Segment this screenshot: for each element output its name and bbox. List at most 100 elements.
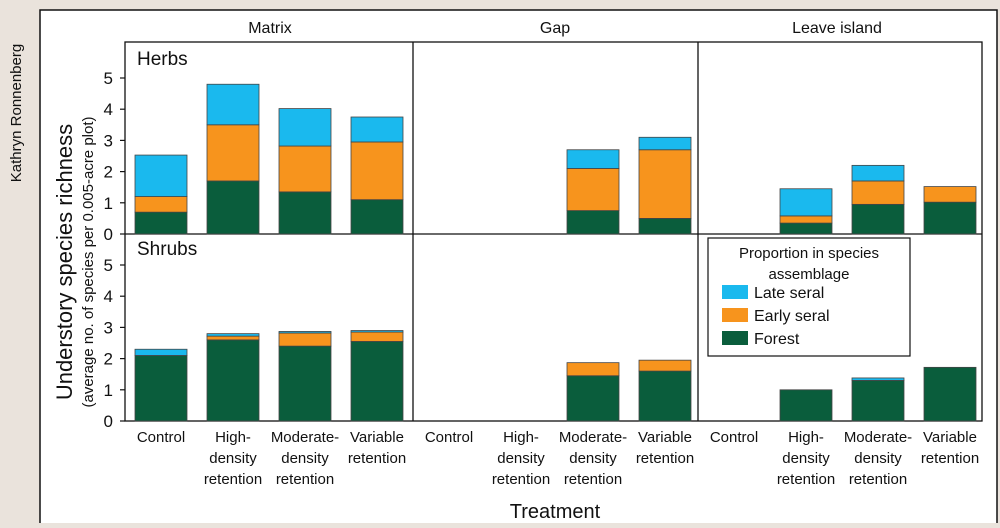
x-tick-label: retention [276, 471, 334, 488]
bar-segment-late-seral [206, 83, 260, 126]
bar-segment-forest [923, 201, 977, 235]
bar-segment-forest [134, 355, 188, 422]
x-tick-label: retention [921, 450, 979, 467]
bar-segment-forest [134, 211, 188, 235]
y-tick-label: 4 [104, 100, 113, 119]
y-tick-label: 1 [104, 381, 113, 400]
row-label-herbs: Herbs [137, 49, 188, 70]
row-label-shrubs: Shrubs [137, 239, 197, 260]
y-axis-subtitle: (average no. of species per 0.005-acre p… [80, 116, 97, 407]
x-tick-label: density [209, 450, 257, 467]
column-header-gap: Gap [540, 20, 570, 37]
bar-segment-forest [566, 375, 620, 422]
legend-title: Proportion in species [739, 245, 879, 262]
bar-segment-early-seral [206, 124, 260, 182]
x-tick-label: Control [710, 429, 758, 446]
x-tick-label: Variable [923, 429, 977, 446]
x-tick-label: retention [777, 471, 835, 488]
column-header-leave-island: Leave island [792, 20, 882, 37]
bar-segment-early-seral [350, 141, 404, 201]
x-tick-label: retention [348, 450, 406, 467]
y-tick-label: 0 [104, 225, 113, 244]
legend-swatch [722, 331, 748, 345]
x-tick-label: retention [849, 471, 907, 488]
x-tick-label: retention [564, 471, 622, 488]
bar-segment-forest [278, 191, 332, 235]
bar-segment-forest [638, 217, 692, 235]
y-axis-title: Understory species richness [52, 124, 77, 400]
legend-swatch [722, 285, 748, 299]
legend-label: Late seral [754, 285, 824, 302]
x-tick-label: Moderate- [559, 429, 627, 446]
bar-segment-late-seral [851, 164, 905, 182]
x-tick-label: retention [636, 450, 694, 467]
legend-label: Early seral [754, 308, 830, 325]
bar-segment-late-seral [638, 136, 692, 151]
bar-segment-forest [278, 345, 332, 422]
legend-label: Forest [754, 331, 800, 348]
bar-segment-early-seral [638, 359, 692, 372]
y-tick-label: 3 [104, 131, 113, 150]
panel-frame [124, 41, 983, 422]
bar-segment-early-seral [638, 149, 692, 219]
bar-segment-forest [851, 203, 905, 235]
bar-segment-early-seral [566, 168, 620, 211]
bar-segment-forest [779, 222, 833, 235]
bar-segment-late-seral [851, 377, 905, 381]
y-tick-label: 0 [104, 412, 113, 431]
x-tick-label: density [281, 450, 329, 467]
bar-segment-late-seral [206, 333, 260, 337]
bar-segment-forest [779, 389, 833, 422]
plot-area: Herbs Shrubs 0 1 2 3 4 5 0 1 2 3 4 5 Control High-densi… [104, 41, 983, 488]
y-tick-label: 2 [104, 163, 113, 182]
bar-segment-late-seral [134, 154, 188, 197]
legend-swatch [722, 308, 748, 322]
x-tick-label: Variable [638, 429, 692, 446]
x-tick-label: density [782, 450, 830, 467]
bar-segment-early-seral [350, 331, 404, 342]
bar-segment-early-seral [851, 180, 905, 205]
x-tick-label: Control [137, 429, 185, 446]
x-tick-label: density [569, 450, 617, 467]
x-tick-label: retention [492, 471, 550, 488]
bar-segment-forest [350, 199, 404, 235]
bar-segment-early-seral [923, 186, 977, 203]
x-tick-label: density [854, 450, 902, 467]
x-tick-label: Variable [350, 429, 404, 446]
y-tick-label: 5 [104, 256, 113, 275]
x-tick-label: Moderate- [844, 429, 912, 446]
bar-segment-early-seral [134, 196, 188, 213]
bar-segment-early-seral [779, 215, 833, 224]
bar-segment-late-seral [350, 116, 404, 143]
bar-segment-forest [851, 380, 905, 422]
photo-credit: Kathryn Ronnenberg [8, 44, 25, 182]
bar-segment-forest [206, 339, 260, 422]
bar-segment-forest [923, 366, 977, 422]
bar-segment-early-seral [566, 362, 620, 377]
bar-segment-early-seral [278, 145, 332, 193]
bar-segment-early-seral [206, 335, 260, 341]
y-tick-label: 2 [104, 350, 113, 369]
column-header-matrix: Matrix [248, 20, 292, 37]
x-tick-label: High- [788, 429, 824, 446]
x-tick-label: High- [503, 429, 539, 446]
y-tick-label: 3 [104, 318, 113, 337]
legend-title: assemblage [769, 266, 850, 283]
x-tick-label: retention [204, 471, 262, 488]
x-tick-label: High- [215, 429, 251, 446]
bar-segment-late-seral [779, 188, 833, 217]
x-tick-label: Control [425, 429, 473, 446]
bar-segment-forest [350, 341, 404, 422]
bar-segment-forest [638, 370, 692, 422]
bar-segment-late-seral [566, 149, 620, 169]
bar-segment-forest [566, 210, 620, 235]
x-tick-label: density [497, 450, 545, 467]
bar-segment-late-seral [278, 108, 332, 147]
x-axis-title: Treatment [510, 501, 601, 523]
bar-segment-late-seral [134, 348, 188, 356]
bar-segment-forest [206, 180, 260, 235]
bar-segment-late-seral [278, 331, 332, 334]
y-tick-label: 1 [104, 194, 113, 213]
